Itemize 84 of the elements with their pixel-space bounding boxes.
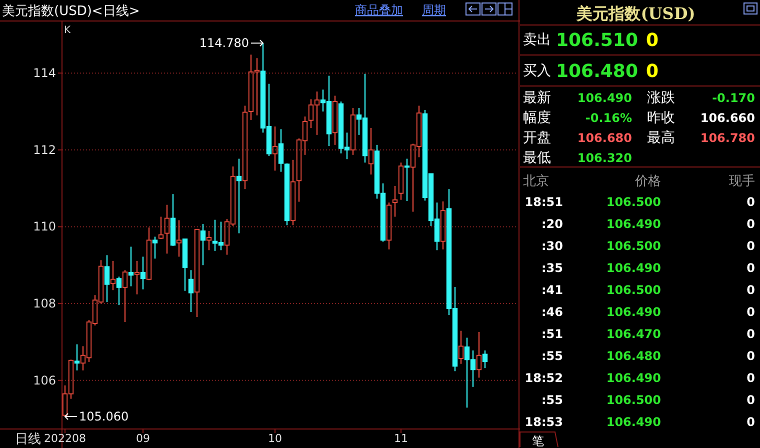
text: 106.480 [606, 349, 661, 363]
text: 0 [746, 349, 755, 363]
text: 18:51 [524, 195, 563, 209]
text: 卖出 [523, 32, 551, 48]
text: 106.490 [606, 261, 661, 275]
text: 106.780 [700, 131, 755, 145]
text: 106.500 [606, 195, 661, 209]
text: -0.16% [585, 111, 632, 125]
text: 0 [746, 327, 755, 341]
text: 日线 [15, 432, 41, 447]
text: 开盘 [523, 130, 551, 146]
text: :35 [542, 261, 563, 275]
candlestick [104, 254, 110, 303]
text: 106.490 [606, 305, 661, 319]
text: 0 [746, 371, 755, 385]
text: 北京 [523, 174, 549, 189]
candlestick [272, 126, 278, 172]
text: :55 [542, 349, 563, 363]
text: 106.490 [606, 217, 661, 231]
candlestick [176, 220, 182, 258]
text: 0 [746, 261, 755, 275]
x-tick-label: 11 [394, 432, 408, 445]
y-tick-label: 112 [33, 142, 56, 157]
text: 106.510 [556, 30, 638, 51]
text: 0 [746, 305, 755, 319]
text: 0 [646, 30, 659, 51]
text: 最高 [647, 130, 675, 146]
annotation: 114.780 [199, 36, 249, 50]
candlestick [134, 260, 140, 295]
text: 18:53 [524, 415, 563, 429]
text: -0.170 [712, 91, 755, 105]
candlestick [140, 256, 146, 290]
candlestick [128, 246, 134, 287]
annotation: K [64, 25, 71, 36]
text: 买入 [523, 63, 551, 79]
text: 幅度 [523, 110, 551, 126]
text: 商品叠加 [355, 3, 403, 17]
candlestick [188, 270, 194, 313]
x-tick-label: 10 [268, 432, 282, 445]
text: :46 [542, 305, 563, 319]
text: 106.490 [577, 91, 632, 105]
y-tick-label: 110 [33, 220, 56, 234]
text: 106.490 [606, 371, 661, 385]
text: 106.500 [606, 283, 661, 297]
text: 106.500 [606, 239, 661, 253]
text: :30 [542, 239, 563, 253]
text: 106.660 [700, 111, 755, 125]
text: 106.490 [606, 415, 661, 429]
text: 106.500 [606, 393, 661, 407]
text: 0 [746, 283, 755, 297]
text: :51 [542, 327, 563, 341]
text: 0 [746, 415, 755, 429]
text: 周期 [422, 3, 446, 17]
text: 106.480 [556, 61, 638, 82]
y-tick-label: 114 [33, 66, 56, 80]
text: 106.470 [606, 327, 661, 341]
text: 最低 [523, 150, 551, 166]
text: :41 [542, 283, 563, 297]
text: 0 [746, 217, 755, 231]
text: 0 [746, 239, 755, 253]
text: 笔 [532, 434, 544, 448]
candlestick [368, 127, 374, 176]
x-tick-label: 09 [136, 432, 150, 445]
text: 106.320 [577, 151, 632, 165]
chart-title: 美元指数(USD)<日线> [2, 3, 140, 19]
candlestick [236, 158, 242, 234]
text: 18:52 [524, 371, 563, 385]
text: 最新 [523, 90, 551, 106]
text: 0 [746, 195, 755, 209]
text: 现手 [729, 174, 755, 189]
candlestick [164, 204, 170, 254]
candlestick [392, 185, 398, 218]
text: 0 [646, 61, 659, 82]
y-tick-label: 106 [33, 373, 56, 388]
text: 106.680 [577, 131, 632, 145]
text: 涨跌 [647, 90, 675, 106]
y-tick-label: 108 [33, 296, 56, 311]
text: :20 [542, 217, 563, 231]
text: 昨收 [647, 110, 675, 126]
text: 美元指数(USD) [576, 4, 696, 23]
text: :55 [542, 393, 563, 407]
annotation: 105.060 [79, 409, 129, 424]
text: 价格 [634, 174, 661, 189]
text: 0 [746, 393, 755, 407]
